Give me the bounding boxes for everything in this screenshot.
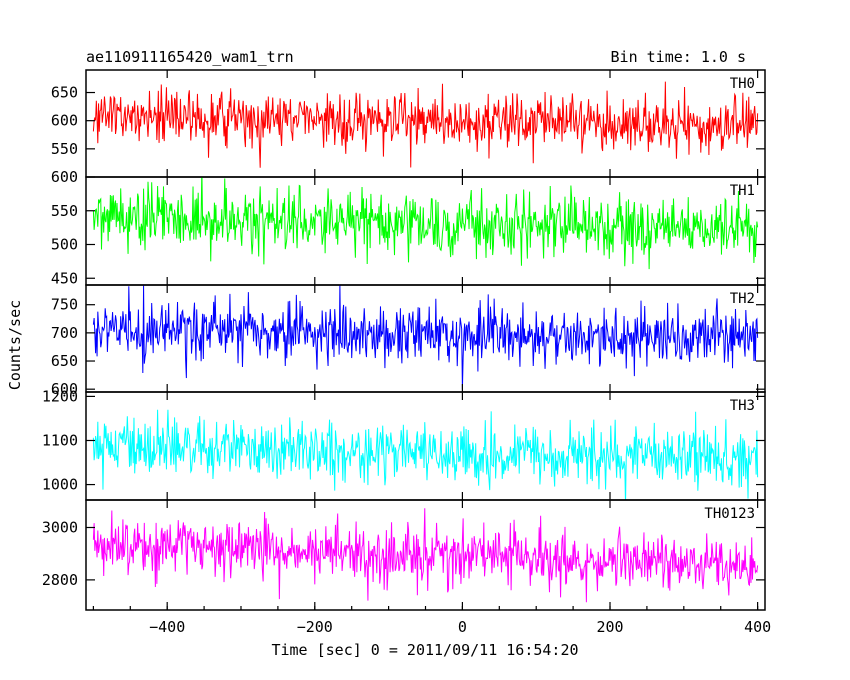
series-line-th2 (92, 285, 759, 390)
x-tick-label: −400 (149, 618, 185, 636)
y-tick-label-th1: 550 (51, 202, 78, 220)
panel-th3: 1000 1100 1200 TH3 (42, 387, 766, 501)
y-tick-label-th0: 650 (51, 84, 78, 102)
x-tick-label: 400 (744, 618, 771, 636)
x-tick-label: 0 (458, 618, 467, 636)
y-tick-label-th1: 500 (51, 236, 78, 254)
y-tick-label-th3: 1200 (42, 387, 78, 405)
chart-title: ae110911165420_wam1_trn (86, 48, 294, 66)
panel-label-th2: TH2 (730, 291, 755, 307)
y-tick-label-th3: 1100 (42, 431, 78, 449)
y-tick-label-th2: 700 (51, 324, 78, 342)
y-tick-label-th0123: 3000 (42, 519, 78, 537)
x-tick-label: −200 (297, 618, 333, 636)
y-tick-label-th2: 600 (51, 380, 78, 398)
x-tick-label: 200 (596, 618, 623, 636)
panel-th0: 550 600 650 TH0 (51, 69, 766, 178)
y-tick-label-th2: 750 (51, 296, 78, 314)
panel-label-th1: TH1 (730, 183, 755, 199)
series-line-th1 (92, 177, 759, 270)
panel-th1: 450 500 550 600 TH1 (51, 168, 766, 287)
panel-label-th0: TH0 (730, 76, 755, 92)
series-line-th0123 (92, 508, 759, 603)
y-tick-label-th0123: 2800 (42, 571, 78, 589)
panel-th2: 600 650 700 750 TH2 (51, 284, 766, 398)
panel-th0123: 2800 3000 TH0123 (42, 499, 766, 611)
y-tick-label-th0: 600 (51, 112, 78, 130)
y-tick-label-th2: 650 (51, 352, 78, 370)
panel-label-th0123: TH0123 (704, 506, 755, 522)
panel-label-th3: TH3 (730, 398, 755, 414)
y-tick-label-th1: 600 (51, 168, 78, 186)
y-tick-label-th1: 450 (51, 269, 78, 287)
panels-group: 550 600 650 TH0 450 500 550 600 TH1 600 650 700 750 T… (42, 69, 771, 636)
y-tick-label-th0: 550 (51, 140, 78, 158)
series-line-th3 (92, 409, 759, 500)
y-tick-label-th3: 1000 (42, 476, 78, 494)
series-line-th0 (92, 81, 759, 168)
x-axis-title: Time [sec] 0 = 2011/09/11 16:54:20 (271, 641, 578, 659)
bin-time-label: Bin time: 1.0 s (611, 48, 746, 66)
y-axis-title: Counts/sec (6, 300, 24, 390)
